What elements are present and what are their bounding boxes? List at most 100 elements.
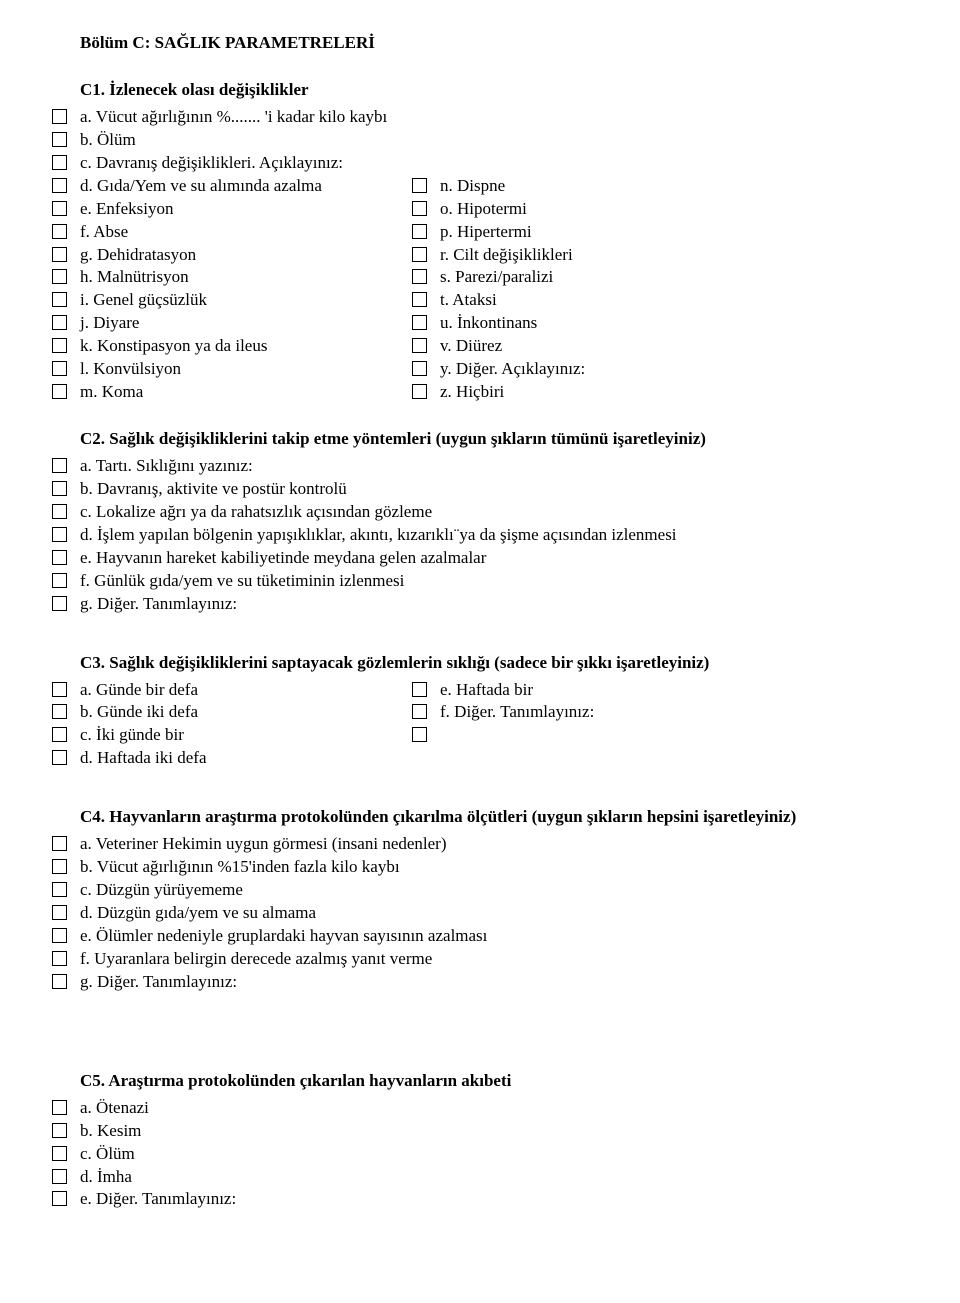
checkbox[interactable]	[52, 596, 67, 611]
item-label	[440, 724, 760, 747]
checkbox[interactable]	[52, 178, 67, 193]
list-item: a. Ötenazi	[28, 1097, 930, 1120]
checkbox[interactable]	[52, 951, 67, 966]
checkbox[interactable]	[52, 315, 67, 330]
checkbox[interactable]	[52, 704, 67, 719]
item-label: c. Lokalize ağrı ya da rahatsızlık açısı…	[80, 501, 930, 524]
item-label: l. Konvülsiyon	[80, 358, 420, 381]
checkbox[interactable]	[52, 727, 67, 742]
checkbox[interactable]	[412, 704, 427, 719]
list-item: f. Diğer. Tanımlayınız:	[388, 701, 760, 724]
checkbox[interactable]	[52, 1123, 67, 1138]
checkbox[interactable]	[52, 1169, 67, 1184]
checkbox[interactable]	[412, 315, 427, 330]
checkbox[interactable]	[412, 682, 427, 697]
list-item: c. Lokalize ağrı ya da rahatsızlık açısı…	[28, 501, 930, 524]
checkbox[interactable]	[52, 750, 67, 765]
checkbox[interactable]	[52, 859, 67, 874]
item-label: v. Diürez	[440, 335, 760, 358]
list-item: b. Günde iki defa	[28, 701, 420, 724]
list-item: n. Dispne	[388, 175, 760, 198]
checkbox[interactable]	[52, 384, 67, 399]
checkbox[interactable]	[52, 928, 67, 943]
checkbox[interactable]	[412, 292, 427, 307]
item-label: a. Vücut ağırlığının %....... 'i kadar k…	[80, 106, 930, 129]
checkbox[interactable]	[52, 109, 67, 124]
checkbox[interactable]	[412, 384, 427, 399]
list-item: d. İmha	[28, 1166, 930, 1189]
item-label	[440, 747, 760, 770]
list-item: d. Düzgün gıda/yem ve su almama	[28, 902, 930, 925]
item-label: u. İnkontinans	[440, 312, 760, 335]
checkbox[interactable]	[412, 727, 427, 742]
item-label: a. Ötenazi	[80, 1097, 930, 1120]
checkbox[interactable]	[52, 458, 67, 473]
list-item: o. Hipotermi	[388, 198, 760, 221]
checkbox[interactable]	[412, 178, 427, 193]
list-item: t. Ataksi	[388, 289, 760, 312]
list-item: b. Vücut ağırlığının %15'inden fazla kil…	[28, 856, 930, 879]
list-item: c. Ölüm	[28, 1143, 930, 1166]
question-c5-title: C5. Araştırma protokolünden çıkarılan ha…	[80, 1070, 930, 1093]
checkbox[interactable]	[52, 682, 67, 697]
checkbox[interactable]	[412, 338, 427, 353]
checkbox[interactable]	[52, 292, 67, 307]
list-item: k. Konstipasyon ya da ileus	[28, 335, 420, 358]
checkbox[interactable]	[52, 1100, 67, 1115]
checkbox[interactable]	[52, 573, 67, 588]
checkbox[interactable]	[52, 481, 67, 496]
item-label: a. Veteriner Hekimin uygun görmesi (insa…	[80, 833, 930, 856]
checkbox[interactable]	[52, 550, 67, 565]
checkbox[interactable]	[52, 132, 67, 147]
checkbox[interactable]	[52, 224, 67, 239]
question-c1: C1. İzlenecek olası değişiklikler a. Vüc…	[80, 79, 930, 404]
list-item: y. Diğer. Açıklayınız:	[388, 358, 760, 381]
question-c4: C4. Hayvanların araştırma protokolünden …	[80, 806, 930, 994]
list-item: c. İki günde bir	[28, 724, 420, 747]
item-label: g. Diğer. Tanımlayınız:	[80, 593, 930, 616]
checkbox[interactable]	[52, 1191, 67, 1206]
item-label: a. Günde bir defa	[80, 679, 420, 702]
checkbox[interactable]	[52, 504, 67, 519]
item-label: z. Hiçbiri	[440, 381, 760, 404]
checkbox[interactable]	[52, 974, 67, 989]
question-c3-title: C3. Sağlık değişikliklerini saptayacak g…	[80, 652, 930, 675]
list-item: a. Günde bir defa	[28, 679, 420, 702]
checkbox[interactable]	[412, 269, 427, 284]
item-label: n. Dispne	[440, 175, 760, 198]
checkbox[interactable]	[52, 269, 67, 284]
list-item: u. İnkontinans	[388, 312, 760, 335]
checkbox[interactable]	[52, 882, 67, 897]
checkbox[interactable]	[412, 201, 427, 216]
item-label: y. Diğer. Açıklayınız:	[440, 358, 760, 381]
list-item: b. Davranış, aktivite ve postür kontrolü	[28, 478, 930, 501]
item-label: s. Parezi/paralizi	[440, 266, 760, 289]
list-item: z. Hiçbiri	[388, 381, 760, 404]
checkbox[interactable]	[412, 361, 427, 376]
item-label: c. İki günde bir	[80, 724, 420, 747]
checkbox[interactable]	[52, 247, 67, 262]
list-item: a. Veteriner Hekimin uygun görmesi (insa…	[28, 833, 930, 856]
question-c5: C5. Araştırma protokolünden çıkarılan ha…	[80, 1070, 930, 1212]
checkbox[interactable]	[52, 905, 67, 920]
item-label: m. Koma	[80, 381, 420, 404]
list-item: g. Diğer. Tanımlayınız:	[28, 593, 930, 616]
checkbox[interactable]	[52, 201, 67, 216]
checkbox[interactable]	[52, 155, 67, 170]
checkbox[interactable]	[52, 361, 67, 376]
item-label: f. Günlük gıda/yem ve su tüketiminin izl…	[80, 570, 930, 593]
checkbox[interactable]	[52, 1146, 67, 1161]
question-c2: C2. Sağlık değişikliklerini takip etme y…	[80, 428, 930, 616]
item-label: c. Düzgün yürüyememe	[80, 879, 930, 902]
list-item: j. Diyare	[28, 312, 420, 335]
list-item: e. Enfeksiyon	[28, 198, 420, 221]
list-item: b. Kesim	[28, 1120, 930, 1143]
checkbox[interactable]	[52, 338, 67, 353]
checkbox[interactable]	[52, 836, 67, 851]
list-item: e. Hayvanın hareket kabiliyetinde meydan…	[28, 547, 930, 570]
list-item: f. Günlük gıda/yem ve su tüketiminin izl…	[28, 570, 930, 593]
checkbox[interactable]	[52, 527, 67, 542]
checkbox[interactable]	[412, 247, 427, 262]
question-c3: C3. Sağlık değişikliklerini saptayacak g…	[80, 652, 930, 771]
checkbox[interactable]	[412, 224, 427, 239]
